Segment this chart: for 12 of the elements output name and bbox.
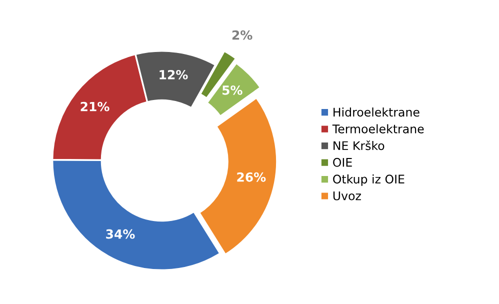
legend-label: Otkup iz OIE <box>333 174 404 186</box>
data-label: 12% <box>160 70 188 80</box>
data-label: 5% <box>222 85 242 95</box>
legend-label: OIE <box>333 158 352 167</box>
legend-label: NE Krško <box>334 140 384 150</box>
data-label: 34% <box>106 229 135 239</box>
data-label: 2% <box>232 30 252 40</box>
data-label: 21% <box>80 102 110 112</box>
data-label: 26% <box>237 172 266 182</box>
legend-label: Uvoz <box>333 192 361 200</box>
legend-label: Hidroelektrane <box>334 107 420 117</box>
legend-label: Termoelektrane <box>332 124 424 134</box>
